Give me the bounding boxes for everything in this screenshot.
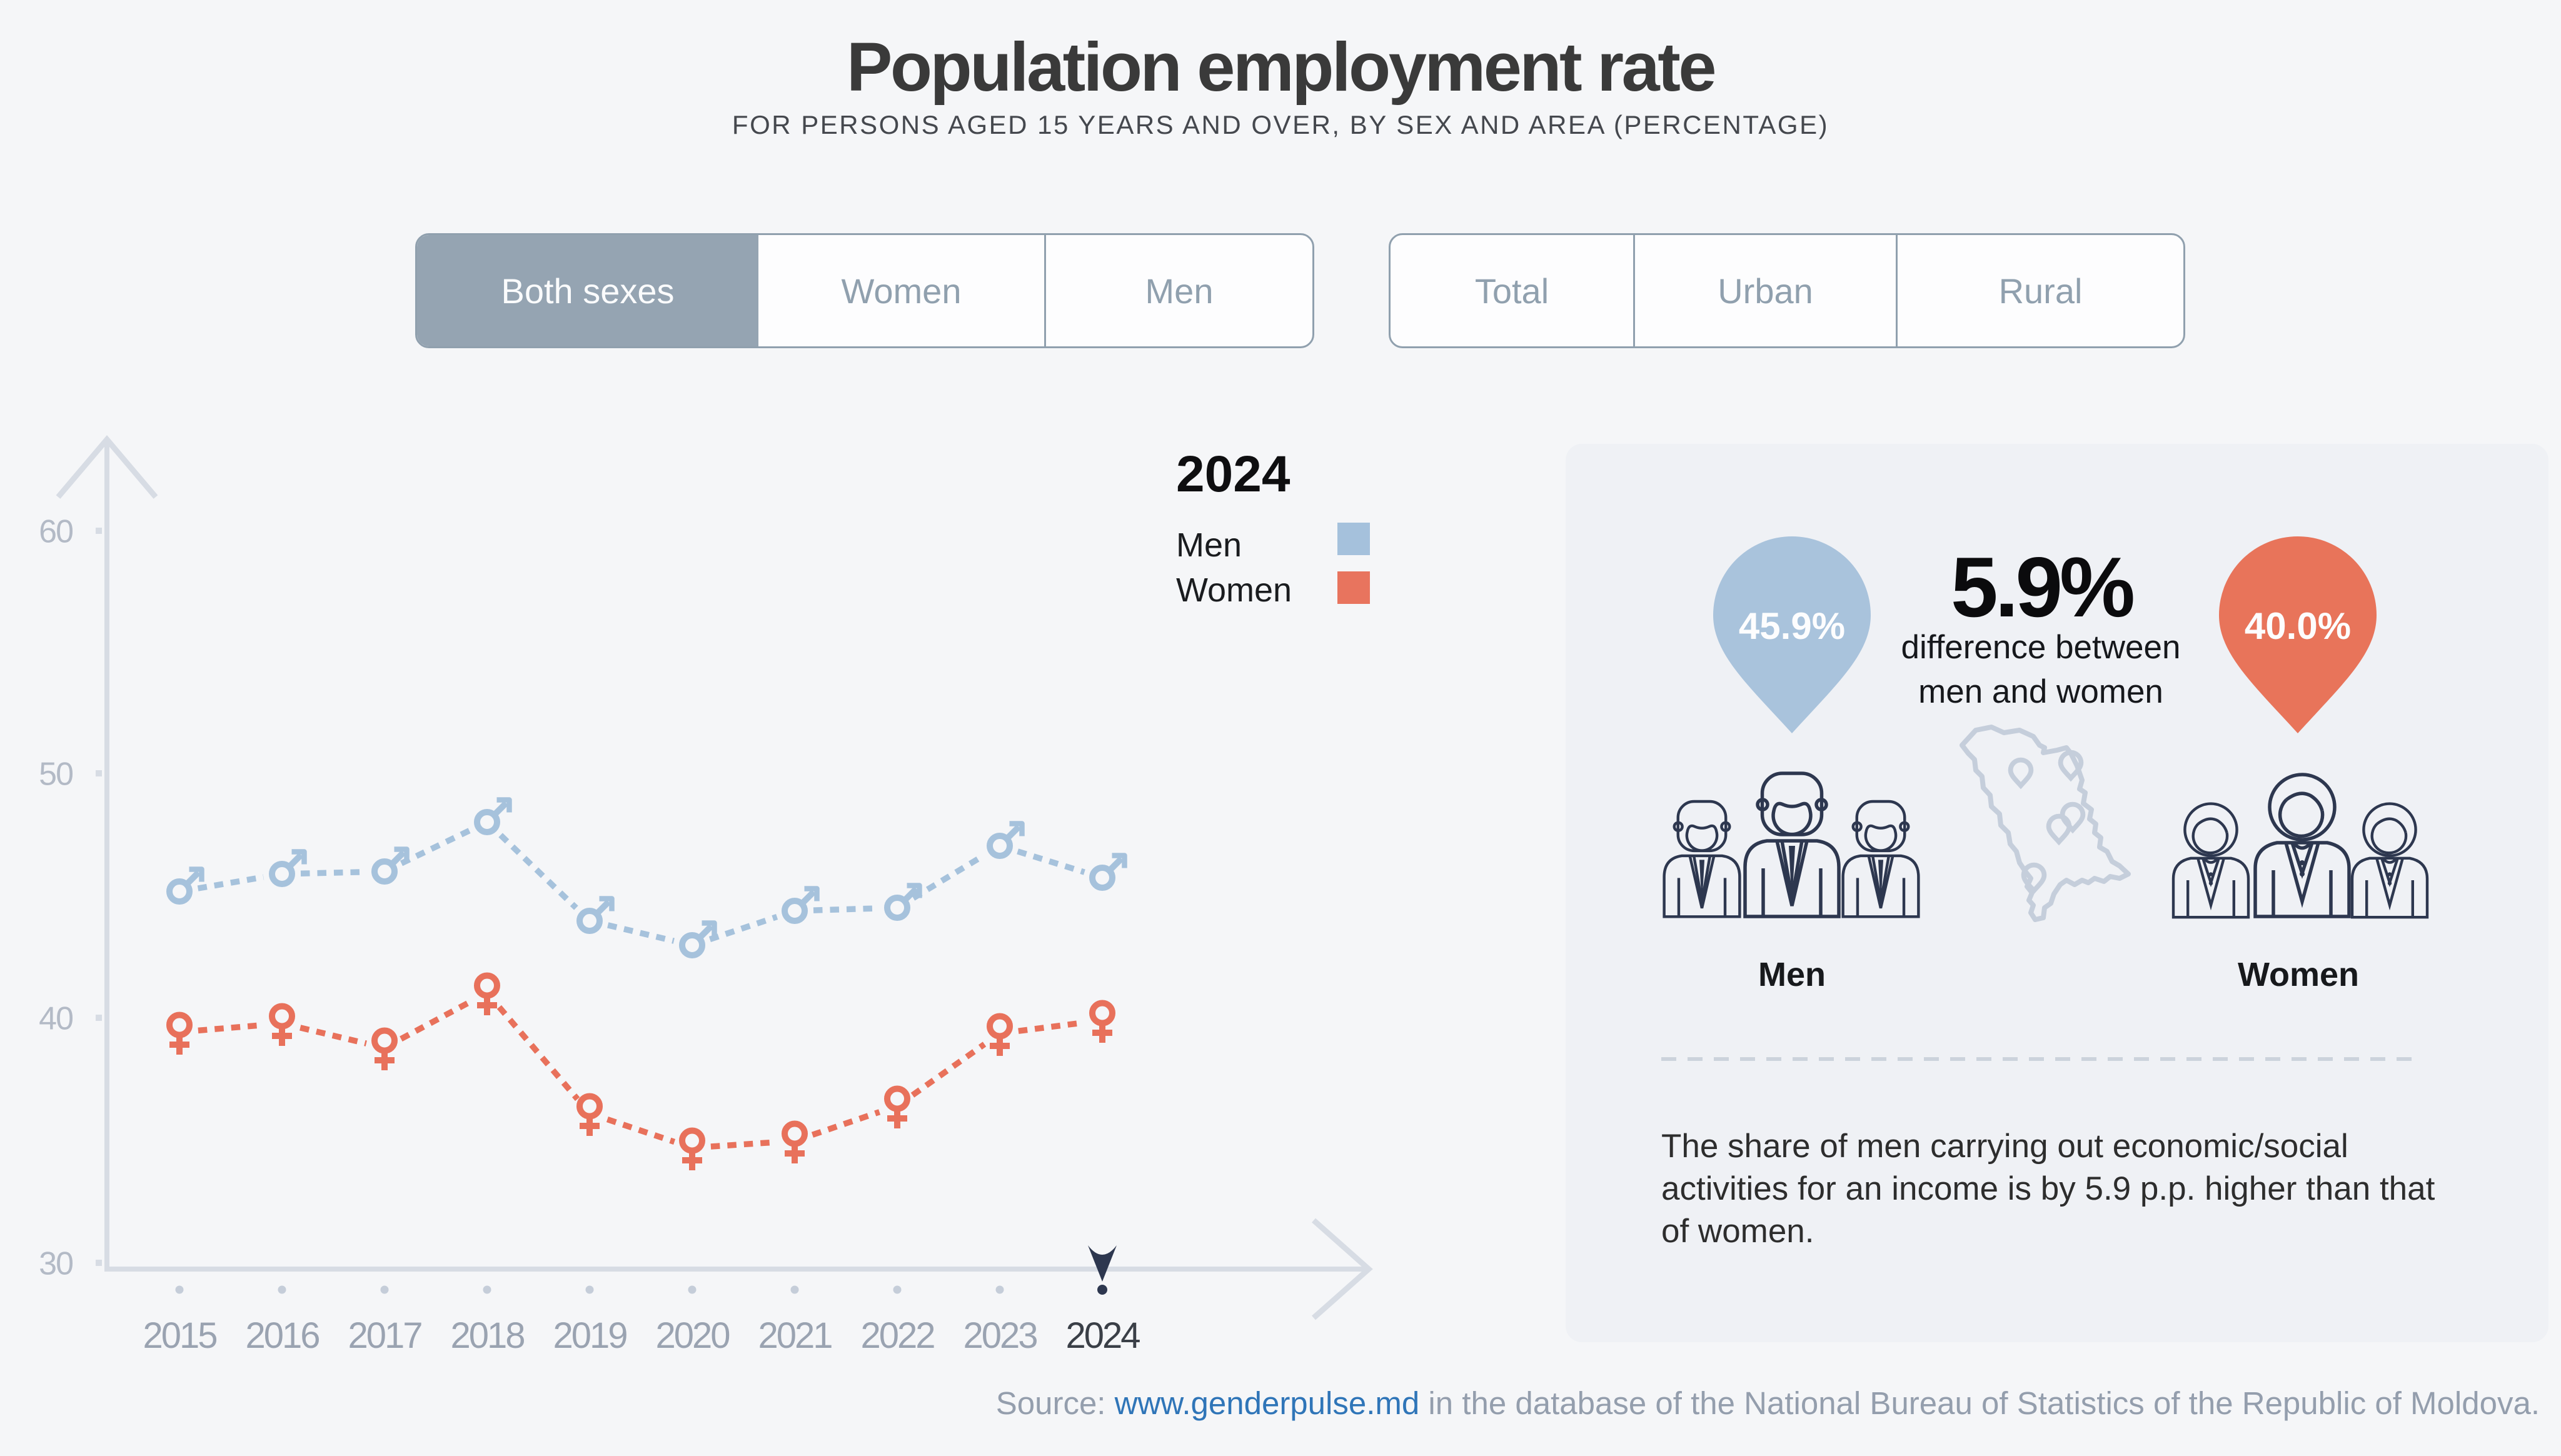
svg-text:40.0%: 40.0% (2245, 605, 2351, 647)
svg-text:45.9%: 45.9% (1739, 605, 1845, 647)
svg-text:2022: 2022 (860, 1315, 934, 1356)
svg-text:2017: 2017 (348, 1315, 421, 1356)
svg-text:2015: 2015 (143, 1315, 216, 1356)
svg-text:30: 30 (39, 1246, 73, 1282)
svg-text:50: 50 (39, 756, 73, 793)
svg-text:40: 40 (39, 1001, 73, 1037)
svg-text:60: 60 (39, 514, 73, 550)
svg-text:2020: 2020 (655, 1315, 729, 1356)
svg-text:2016: 2016 (245, 1315, 319, 1356)
svg-text:2018: 2018 (450, 1315, 524, 1356)
svg-text:2019: 2019 (553, 1315, 626, 1356)
svg-text:2021: 2021 (758, 1315, 832, 1356)
svg-text:2023: 2023 (963, 1315, 1037, 1356)
svg-text:2024: 2024 (1065, 1315, 1140, 1356)
